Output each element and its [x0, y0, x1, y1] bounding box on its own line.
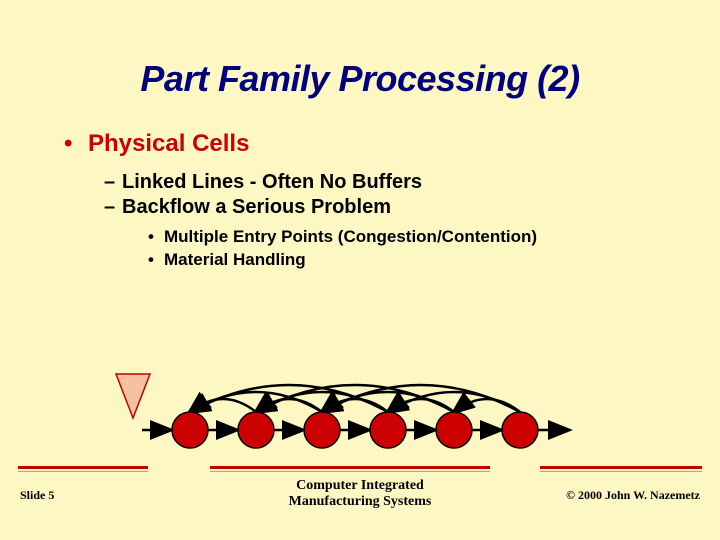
slide-title: Part Family Processing (2) [0, 0, 720, 100]
flow-diagram [90, 330, 650, 470]
bullet-linked-lines: Linked Lines - Often No Buffers [60, 170, 660, 195]
footer-line2: Manufacturing Systems [289, 494, 432, 509]
bullet-material-handling: Material Handling [60, 249, 660, 272]
copyright: © 2000 John W. Nazemetz [566, 488, 700, 503]
footer-line1: Computer Integrated [296, 478, 424, 493]
footer: Slide 5 Computer Integrated Manufacturin… [0, 466, 720, 512]
bullet-backflow: Backflow a Serious Problem [60, 195, 660, 220]
diagram-svg [90, 330, 650, 470]
bullet-physical-cells: Physical Cells [60, 130, 660, 158]
slide: Part Family Processing (2) Physical Cell… [0, 0, 720, 540]
content-area: Physical Cells Linked Lines - Often No B… [0, 100, 720, 272]
bullet-entry-points: Multiple Entry Points (Congestion/Conten… [60, 226, 660, 249]
